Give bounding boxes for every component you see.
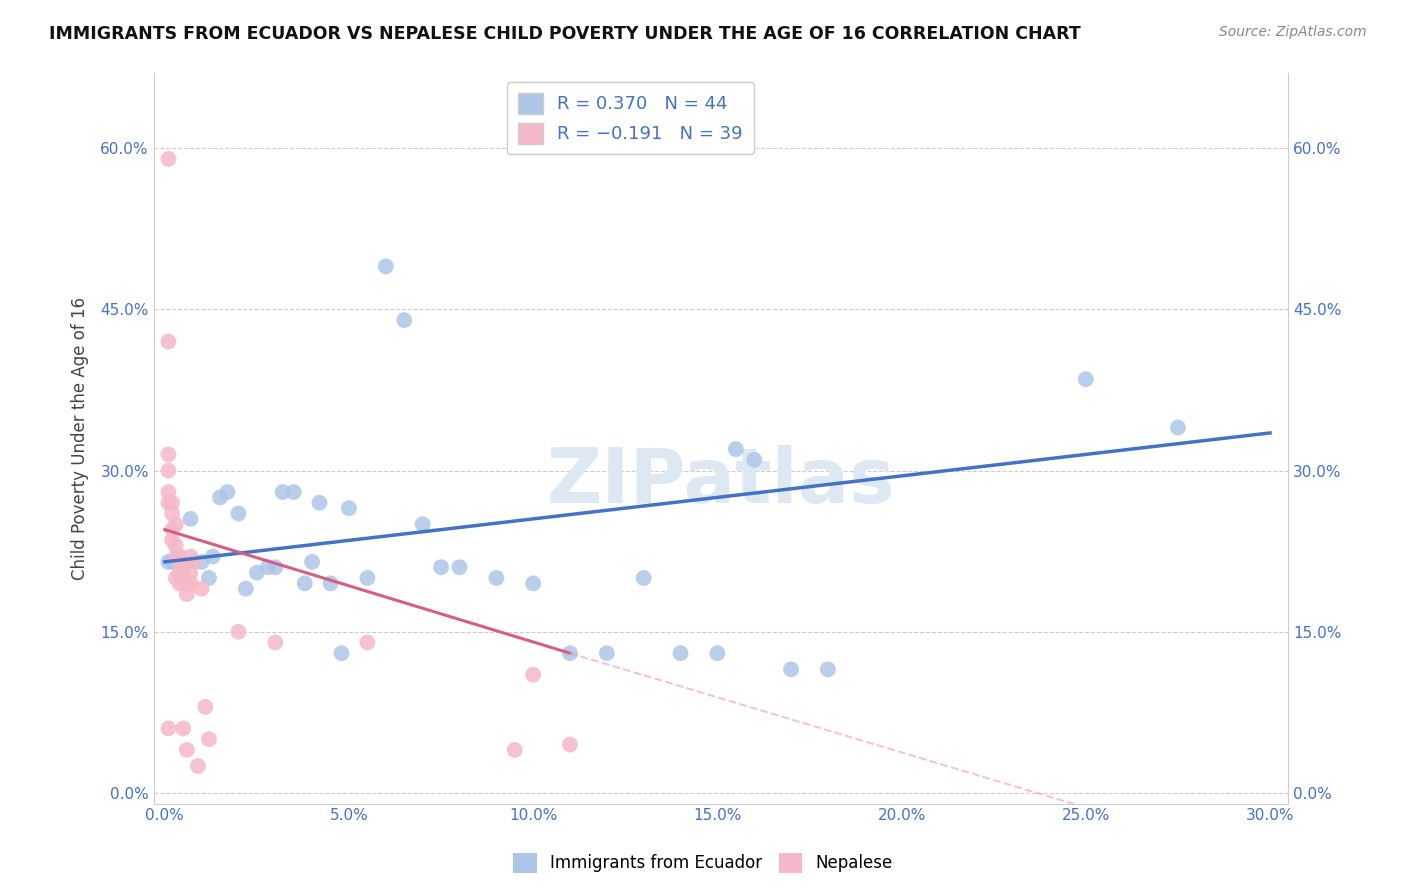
Point bbox=[817, 662, 839, 676]
Point bbox=[558, 738, 581, 752]
Point bbox=[669, 646, 692, 660]
Y-axis label: Child Poverty Under the Age of 16: Child Poverty Under the Age of 16 bbox=[72, 297, 89, 580]
Text: Source: ZipAtlas.com: Source: ZipAtlas.com bbox=[1219, 25, 1367, 39]
Point bbox=[169, 566, 191, 580]
Point bbox=[522, 667, 544, 681]
Point bbox=[264, 560, 287, 574]
Point bbox=[169, 549, 191, 564]
Point bbox=[169, 549, 191, 564]
Point bbox=[558, 646, 581, 660]
Point bbox=[208, 491, 231, 505]
Point bbox=[157, 447, 180, 461]
Point bbox=[172, 560, 194, 574]
Point bbox=[176, 587, 198, 601]
Point bbox=[165, 555, 187, 569]
Point bbox=[157, 464, 180, 478]
Point bbox=[180, 512, 202, 526]
Point bbox=[157, 334, 180, 349]
Point bbox=[742, 452, 765, 467]
Point bbox=[157, 152, 180, 166]
Point bbox=[176, 576, 198, 591]
Point bbox=[596, 646, 619, 660]
Legend: R = 0.370   N = 44, R = −0.191   N = 39: R = 0.370 N = 44, R = −0.191 N = 39 bbox=[506, 82, 754, 154]
Point bbox=[172, 571, 194, 585]
Point bbox=[172, 722, 194, 736]
Point bbox=[503, 743, 526, 757]
Point bbox=[228, 624, 250, 639]
Text: ZIPatlas: ZIPatlas bbox=[547, 445, 896, 519]
Point bbox=[319, 576, 342, 591]
Point bbox=[356, 571, 378, 585]
Point bbox=[169, 555, 191, 569]
Point bbox=[180, 576, 202, 591]
Point bbox=[217, 485, 239, 500]
Point bbox=[180, 566, 202, 580]
Point bbox=[356, 635, 378, 649]
Point bbox=[412, 517, 434, 532]
Point bbox=[294, 576, 316, 591]
Point bbox=[157, 496, 180, 510]
Point bbox=[165, 517, 187, 532]
Point bbox=[183, 555, 205, 569]
Point bbox=[330, 646, 353, 660]
Point bbox=[430, 560, 453, 574]
Text: IMMIGRANTS FROM ECUADOR VS NEPALESE CHILD POVERTY UNDER THE AGE OF 16 CORRELATIO: IMMIGRANTS FROM ECUADOR VS NEPALESE CHIL… bbox=[49, 25, 1081, 43]
Point bbox=[706, 646, 728, 660]
Point bbox=[724, 442, 747, 456]
Point bbox=[198, 571, 221, 585]
Point bbox=[172, 555, 194, 569]
Point bbox=[283, 485, 305, 500]
Point bbox=[160, 555, 183, 569]
Point bbox=[522, 576, 544, 591]
Point bbox=[780, 662, 803, 676]
Point bbox=[160, 507, 183, 521]
Point bbox=[165, 571, 187, 585]
Point bbox=[198, 732, 221, 747]
Point bbox=[201, 549, 224, 564]
Point bbox=[176, 743, 198, 757]
Point bbox=[157, 722, 180, 736]
Point bbox=[160, 523, 183, 537]
Point bbox=[301, 555, 323, 569]
Legend: Immigrants from Ecuador, Nepalese: Immigrants from Ecuador, Nepalese bbox=[506, 847, 900, 880]
Point bbox=[194, 700, 217, 714]
Point bbox=[180, 549, 202, 564]
Point bbox=[1074, 372, 1097, 386]
Point bbox=[449, 560, 471, 574]
Point bbox=[190, 555, 212, 569]
Point bbox=[633, 571, 655, 585]
Point bbox=[374, 260, 396, 274]
Point bbox=[246, 566, 269, 580]
Point bbox=[337, 501, 360, 516]
Point bbox=[308, 496, 330, 510]
Point bbox=[165, 539, 187, 553]
Point bbox=[157, 485, 180, 500]
Point bbox=[257, 560, 280, 574]
Point bbox=[183, 555, 205, 569]
Point bbox=[271, 485, 294, 500]
Point bbox=[394, 313, 416, 327]
Point bbox=[264, 635, 287, 649]
Point bbox=[160, 533, 183, 548]
Point bbox=[187, 759, 209, 773]
Point bbox=[1167, 420, 1189, 434]
Point bbox=[165, 549, 187, 564]
Point bbox=[160, 496, 183, 510]
Point bbox=[190, 582, 212, 596]
Point bbox=[157, 555, 180, 569]
Point bbox=[228, 507, 250, 521]
Point bbox=[235, 582, 257, 596]
Point bbox=[485, 571, 508, 585]
Point bbox=[169, 576, 191, 591]
